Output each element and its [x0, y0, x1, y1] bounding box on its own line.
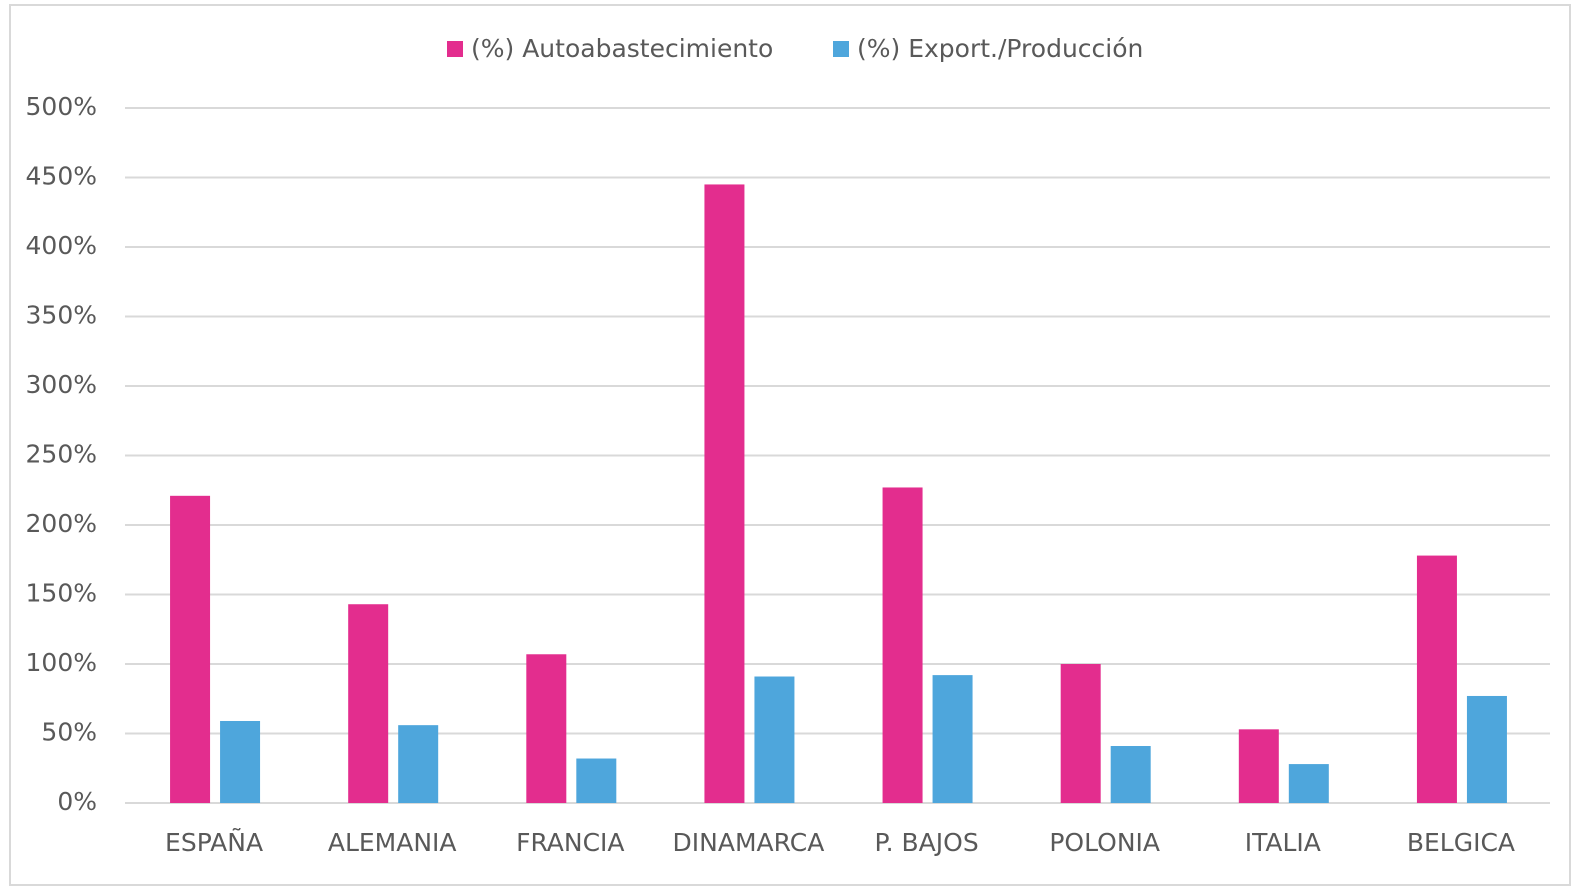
x-tick-label: DINAMARCA — [673, 828, 825, 857]
bar — [1288, 764, 1329, 803]
legend-swatch — [447, 41, 463, 57]
y-tick-label: 300% — [26, 370, 97, 399]
bar — [754, 676, 795, 803]
bar — [170, 495, 211, 803]
bar — [398, 725, 439, 803]
bar — [576, 758, 617, 803]
x-tick-label: BELGICA — [1407, 828, 1515, 857]
y-tick-label: 150% — [26, 579, 97, 608]
x-tick-label: POLONIA — [1049, 828, 1160, 857]
legend-label: (%) Export./Producción — [857, 34, 1143, 63]
bar — [1060, 664, 1101, 803]
bar — [348, 604, 389, 803]
y-tick-label: 450% — [26, 162, 97, 191]
y-tick-label: 0% — [57, 787, 97, 816]
y-tick-label: 250% — [26, 440, 97, 469]
y-tick-label: 200% — [26, 509, 97, 538]
y-tick-label: 400% — [26, 231, 97, 260]
x-tick-label: ITALIA — [1245, 828, 1321, 857]
legend-label: (%) Autoabastecimiento — [471, 34, 773, 63]
legend-swatch — [833, 41, 849, 57]
x-tick-label: ALEMANIA — [328, 828, 457, 857]
bar — [1238, 729, 1279, 803]
y-tick-label: 50% — [41, 718, 97, 747]
bar — [932, 675, 973, 803]
bar — [1466, 695, 1507, 803]
x-tick-label: FRANCIA — [516, 828, 624, 857]
x-tick-label: P. BAJOS — [874, 828, 978, 857]
y-tick-label: 500% — [26, 92, 97, 121]
bar — [1110, 746, 1151, 803]
bar — [1416, 555, 1457, 803]
bar — [220, 720, 261, 803]
y-tick-label: 100% — [26, 648, 97, 677]
bar — [526, 654, 567, 803]
bar — [882, 487, 923, 803]
y-tick-label: 350% — [26, 301, 97, 330]
bar — [704, 184, 745, 803]
x-tick-label: ESPAÑA — [165, 827, 263, 857]
